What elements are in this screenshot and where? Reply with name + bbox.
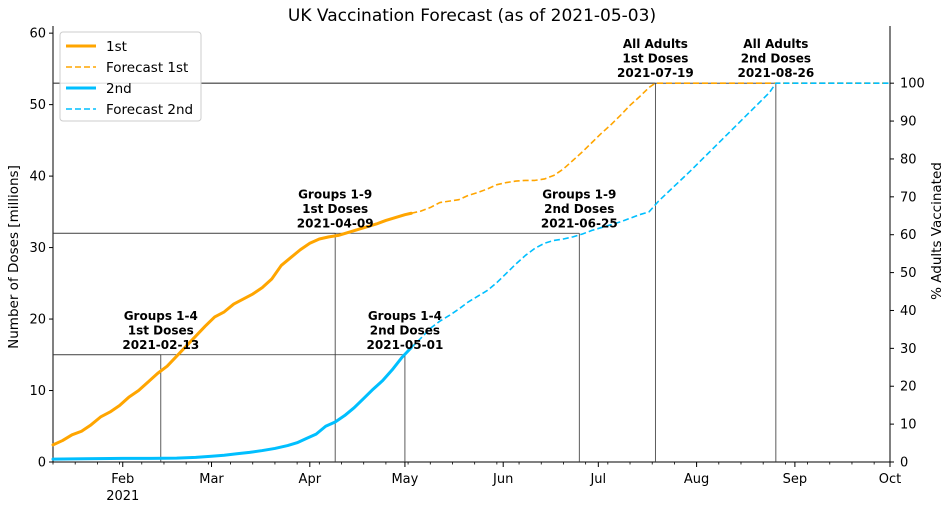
annotation-label: Groups 1-9 [298,187,372,201]
annotation-label: All Adults [743,37,808,51]
legend-label-4: Forecast 2nd [106,102,193,118]
y-right-tick-label: 10 [900,418,917,433]
annotation-label: 1st Doses [302,202,368,216]
x-tick-label: Aug [684,472,709,487]
annotation-label: All Adults [623,37,688,51]
annotation-label: 2nd Doses [370,323,440,337]
y-right-tick-label: 80 [900,152,917,167]
y-right-tick-label: 70 [900,190,917,205]
annotation-label: Groups 1-4 [124,309,198,323]
y-tick-label: 10 [29,384,46,399]
annotation-label: 2021-08-26 [737,66,814,80]
annotation-label: 1st Doses [622,52,688,66]
annotation-label: Groups 1-9 [542,187,616,201]
y-right-tick-label: 100 [900,77,925,92]
annotation-label: 2021-04-09 [297,216,374,230]
annotation-label: 2021-05-01 [367,338,444,352]
x-tick-label: Apr [299,472,322,487]
x-tick-label: Sep [783,472,808,487]
y-right-tick-label: 90 [900,115,917,130]
series-line-3 [51,346,413,461]
annotation-label: Groups 1-4 [368,309,442,323]
y-right-tick-label: 0 [900,456,908,471]
series-line-2 [411,82,890,215]
annotation-label: 2nd Doses [544,202,614,216]
y-tick-label: 40 [29,170,46,185]
x-tick-label: Mar [199,472,224,487]
plot-area: 0 10 20 30 40 50 60 0 10 20 30 40 50 60 70 80 90 100 Feb 20… [29,26,925,504]
y-right-tick-label: 20 [900,380,917,395]
annotation-label: 2021-06-25 [541,216,618,230]
y-tick-label: 20 [29,313,46,328]
annotation-label: 2021-02-13 [122,338,199,352]
y-tick-label: 30 [29,241,46,256]
annotation-label: 2nd Doses [741,52,811,66]
y-axis-label-left: Number of Doses [millions] [6,165,22,349]
y-tick-label: 50 [29,98,46,113]
y-axis-label-right: % Adults Vaccinated [929,162,945,300]
chart-title: UK Vaccination Forecast (as of 2021-05-0… [288,6,656,26]
y-tick-label: 0 [38,456,46,471]
legend: 1st Forecast 1st 2nd Forecast 2nd [59,31,202,122]
annotation-label: 2021-07-19 [617,66,694,80]
y-right-tick-label: 60 [900,228,917,243]
legend-label-1: 1st [106,39,127,55]
series-line-4 [410,82,890,349]
y-right-tick-label: 50 [900,266,917,281]
y-tick-label: 60 [29,27,46,42]
x-tick-label: Oct [879,472,901,487]
series-line-1 [51,211,413,447]
x-tick-label: Jun [492,472,513,487]
annotation-label: 1st Doses [128,323,194,337]
y-right-tick-label: 40 [900,304,917,319]
legend-label-2: Forecast 1st [106,60,188,76]
x-tick-label: Jul [589,472,606,487]
x-tick-label: Feb [111,472,134,487]
y-right-tick-label: 30 [900,342,917,357]
legend-label-3: 2nd [106,81,132,97]
x-tick-label: May [391,472,418,487]
x-tick-sublabel: 2021 [106,489,139,504]
legend-frame [59,31,202,122]
